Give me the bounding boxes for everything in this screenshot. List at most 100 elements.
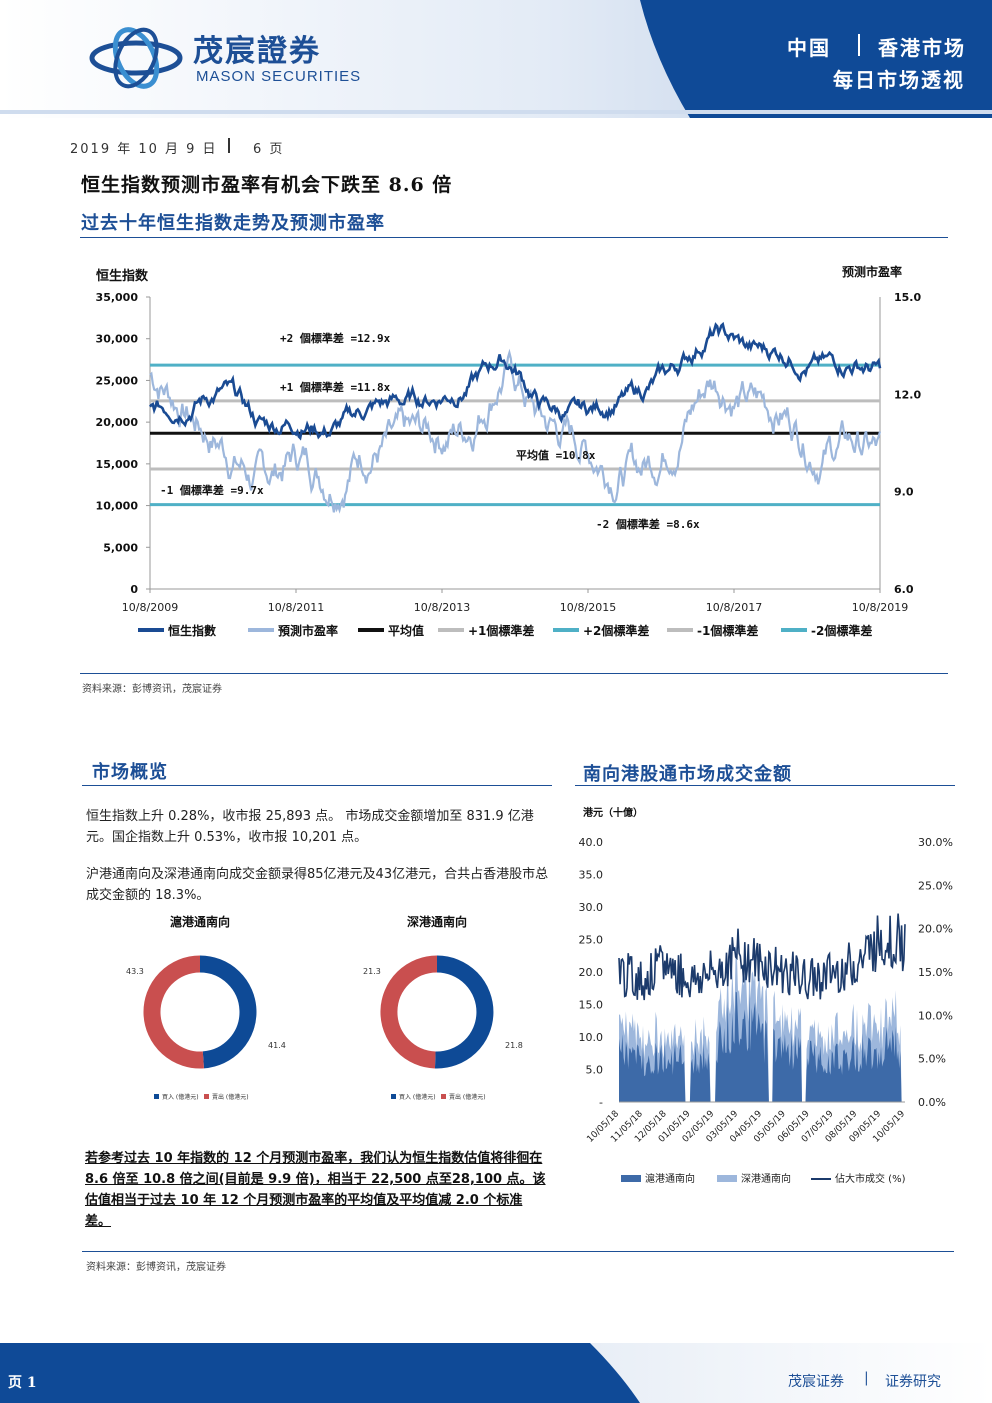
overview-rule [82,785,552,786]
right-tick-label: 15.0 [894,291,921,304]
hsi-pe-chart: 恒生指数 预测市盈率 35,000 30,000 25,000 20,000 15,000 1… [96,264,922,638]
chart1-source: 资料来源：彭博资讯，茂宸证券 [82,684,222,695]
chart2-legend-label: 深港通南向 [741,1172,791,1185]
chart2-legend-swatch [717,1175,737,1182]
legend-label: -2個標準差 [811,623,872,638]
legend-label: -1個標準差 [697,623,758,638]
page-bottom-rule [82,1251,954,1252]
x-tick-label: 10/8/2013 [414,601,470,614]
chart2-right-tick: 25.0% [918,879,953,892]
chart2-legend-swatch [621,1175,641,1182]
chart2-left-tick: 10.0 [579,1031,604,1044]
valuation-conclusion: 若参考过去 10 年指数的 12 个月预测市盈率，我们认为恒生指数估值将徘徊在 … [85,1151,546,1229]
chart2-section-rule [575,785,955,786]
right-tick-label: 6.0 [894,583,914,596]
southbound-turnover-chart: 港元（十億） 40.0 35.0 30.0 25.0 20.0 15.0 10.0 5.0 - 30… [579,806,953,1185]
chart2-legend-label: 滬港通南向 [645,1172,695,1185]
annotation-m1: -1 個標準差 =9.7x [160,483,264,497]
donut-sz-sell-label: 21.3 [363,967,381,976]
header-divider [858,34,860,56]
left-tick-label: 5,000 [103,541,138,554]
annotation-p1: +1 個標準差 =11.8x [280,380,391,394]
donut-sz-legend-sell-swatch [441,1094,446,1099]
legend-label: +1個標準差 [468,623,534,638]
annotation-p2: +2 個標準差 =12.9x [280,331,391,345]
chart2-left-tick: 5.0 [586,1064,604,1077]
x-tick-label: 10/8/2019 [852,601,908,614]
x-tick-label: 10/8/2017 [706,601,762,614]
legend-label: 預測市盈率 [278,623,338,638]
header-background [0,0,992,118]
annotation-m2: -2 個標準差 =8.6x [596,517,700,531]
chart2-right-tick: 10.0% [918,1009,953,1022]
chart2-right-tick: 15.0% [918,966,953,979]
chart2-right-tick: 20.0% [918,923,953,936]
chart2-left-tick: 20.0 [579,966,604,979]
chart2-left-tick: 15.0 [579,999,604,1012]
left-tick-label: 25,000 [96,374,139,387]
donut-sh-legend-buy-swatch [154,1094,159,1099]
report-date: 2019 年 10 月 9 日 [70,142,218,157]
chart2-left-tick: 25.0 [579,934,604,947]
chart2-legend-label: 佔大市成交 (%) [835,1172,906,1185]
donut-sz-title: 深港通南向 [407,914,467,929]
mason-logo-icon [89,27,183,89]
chart1-bottom-rule [80,673,948,674]
footer-department: 证券研究 [885,1374,941,1390]
annotation-mean: 平均值 =10.8x [516,448,596,462]
legend-label: +2個標準差 [583,623,649,638]
chart2-source: 资料来源：彭博资讯，茂宸证券 [86,1262,226,1273]
left-tick-label: 15,000 [96,458,139,471]
logo-chinese-name: 茂宸證券 [193,34,321,69]
x-tick-label: 10/8/2009 [122,601,178,614]
header-market: 香港市场 [878,36,966,60]
left-tick-label: 20,000 [96,416,139,429]
page-count: 6 页 [253,142,285,157]
donut-sh-buy-label: 41.4 [268,1041,286,1050]
overview-title: 市场概览 [92,762,168,783]
overview-paragraph-2: 沪港通南向及深港通南向成交金额录得85亿港元及43亿港元，合共占香港股市总成交金… [86,867,549,903]
donut-sh-legend-sell: 賣出 (億港元) [212,1093,249,1101]
southbound-donuts: 滬港通南向 41.4 43.3 買入 (億港元) 賣出 (億港元) 深港通南向 21.8 21… [126,914,523,1101]
donut-sz-legend-buy: 買入 (億港元) [399,1093,436,1101]
footer-band [0,1343,992,1403]
donut-sh-legend-buy: 買入 (億港元) [162,1093,199,1101]
footer-company: 茂宸证券 [788,1374,844,1390]
chart2-left-tick: 40.0 [579,836,604,849]
donut-sh-sell-slice [143,955,204,1069]
donut-sz-legend-buy-swatch [391,1094,396,1099]
chart2-left-unit: 港元（十億） [583,806,643,819]
donut-sz-buy-slice [434,955,494,1069]
series-line-hsi [148,321,882,441]
right-tick-label: 12.0 [894,388,921,401]
footer-page-number: 页 1 [8,1375,37,1391]
donut-sh-sell-label: 43.3 [126,967,144,976]
legend-label: 平均值 [388,623,424,638]
donut-sz-sell-slice [380,955,438,1069]
logo-english-name: MASON SECURITIES [196,68,362,85]
chart1-section-rule [80,237,948,238]
donut-sz-legend-sell: 賣出 (億港元) [449,1093,486,1101]
donut-sh-buy-slice [199,955,257,1069]
chart2-right-tick: 0.0% [918,1096,946,1109]
page-title: 恒生指数预测市盈率有机会下跌至 8.6 倍 [81,174,453,196]
right-tick-label: 9.0 [894,486,914,499]
line-market-share [618,913,906,1001]
left-tick-label: 0 [130,583,138,596]
chart2-left-tick: 30.0 [579,901,604,914]
header-region: 中国 [787,36,831,60]
left-tick-label: 10,000 [96,500,139,513]
donut-sh-title: 滬港通南向 [170,914,230,929]
chart2-section-title: 南向港股通市场成交金额 [583,764,792,785]
donut-sz-buy-label: 21.8 [505,1041,523,1050]
x-tick-label: 10/8/2011 [268,601,324,614]
donut-sh-legend-sell-swatch [204,1094,209,1099]
overview-paragraph-1: 恒生指数上升 0.28%，收市报 25,893 点。 市场成交金额增加至 831… [86,809,534,845]
right-axis-title: 预测市盈率 [842,264,902,279]
header-banner: 茂宸證券 MASON SECURITIES 中国 香港市场 每日市场透视 [0,0,992,118]
chart2-left-tick: - [599,1096,603,1109]
legend-label: 恒生指數 [168,623,216,638]
left-tick-label: 35,000 [96,291,139,304]
left-tick-label: 30,000 [96,333,139,346]
chart2-left-tick: 35.0 [579,869,604,882]
